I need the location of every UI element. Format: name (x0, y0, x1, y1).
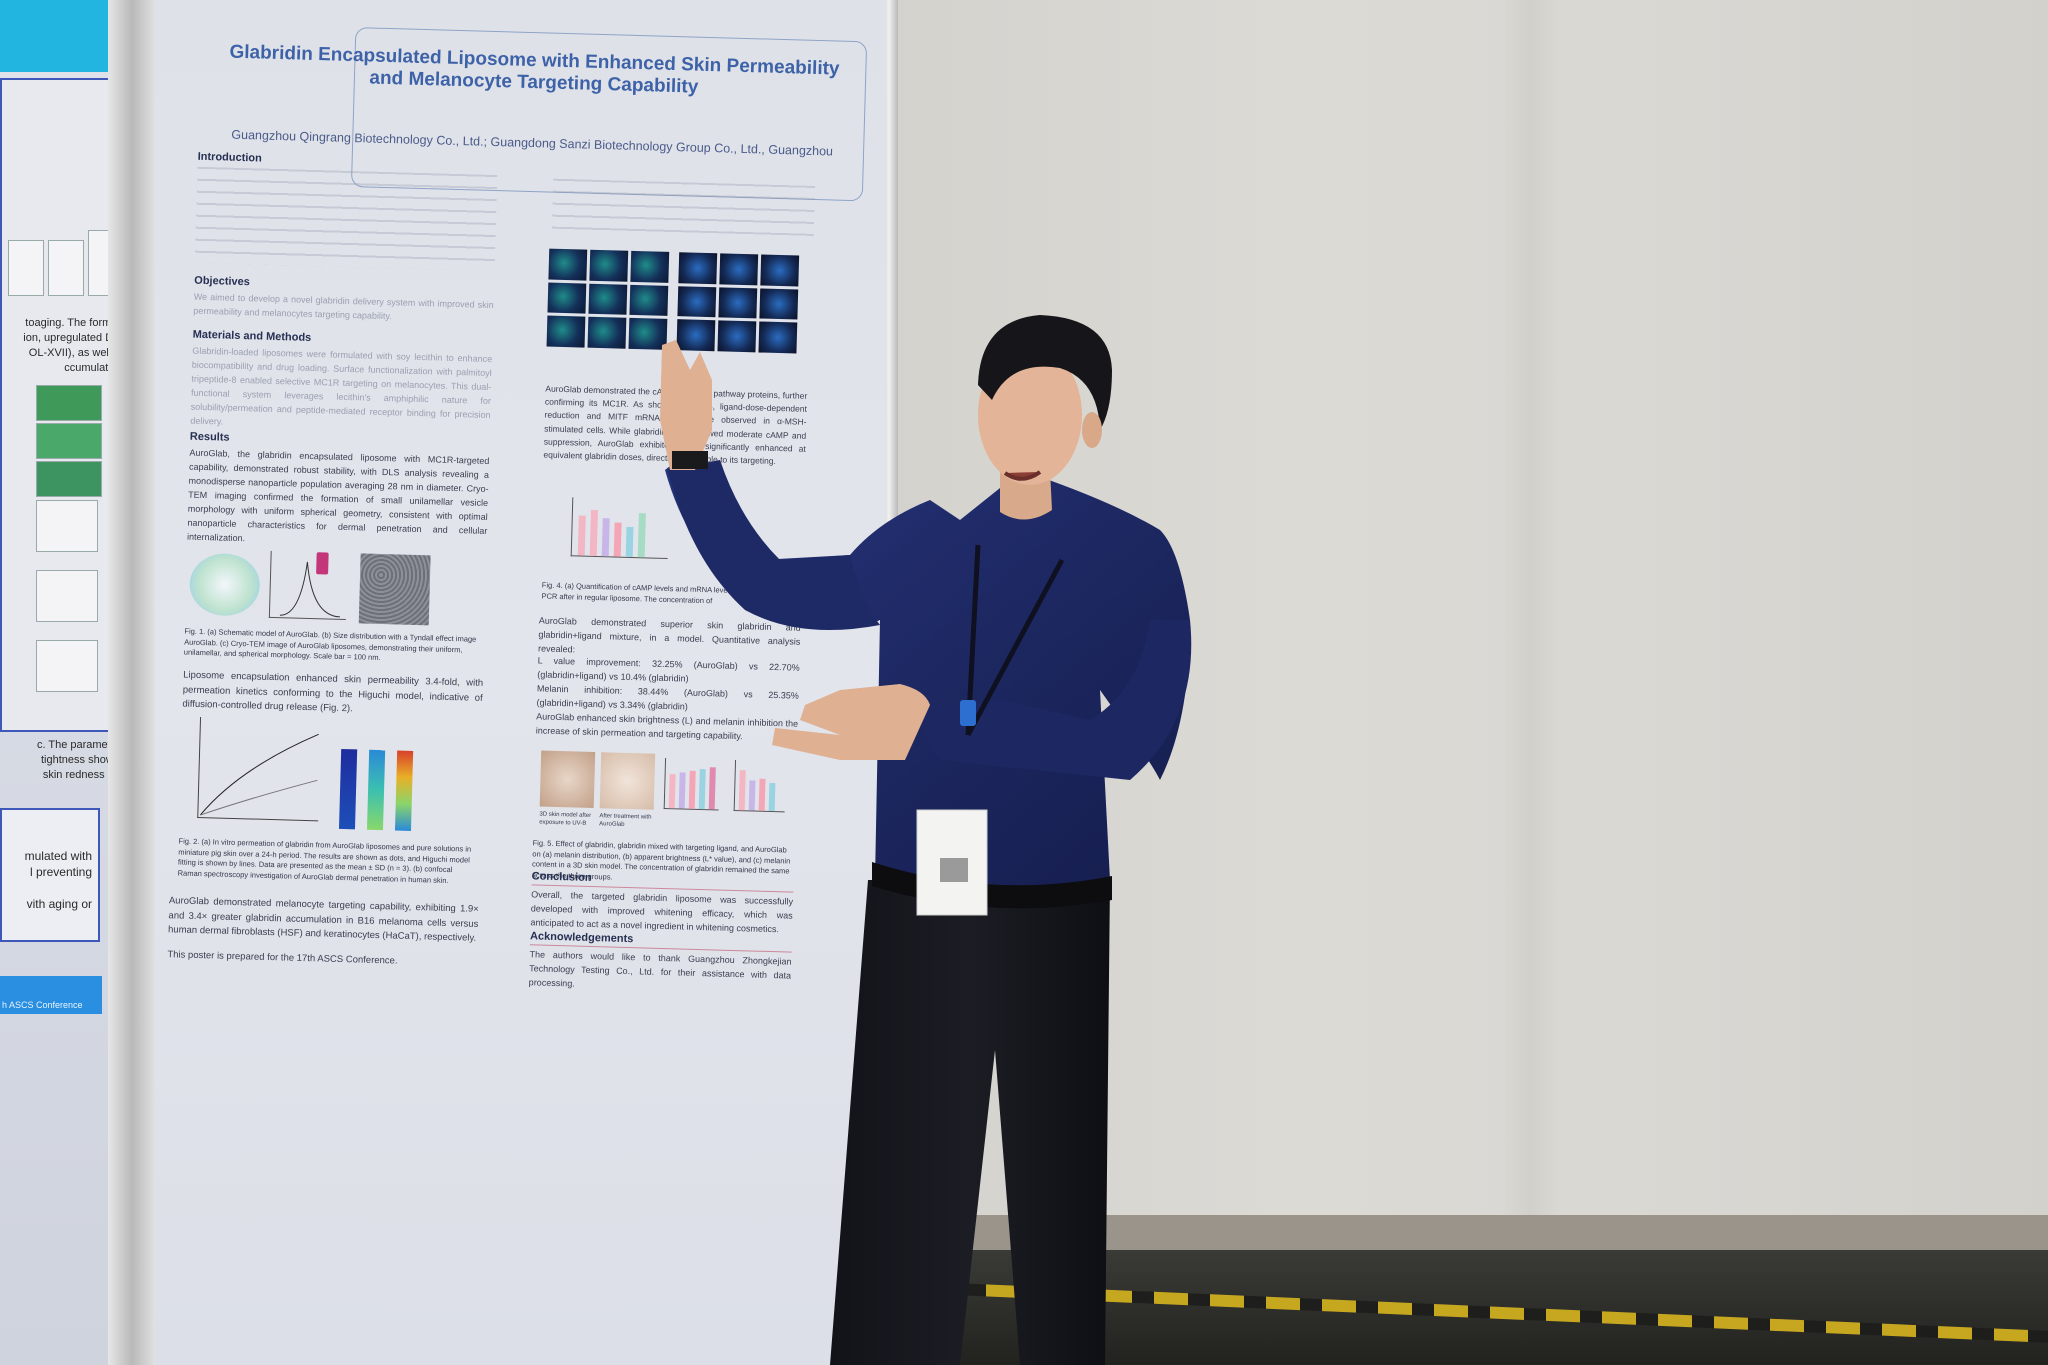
fig5-skin-label-2: After treatment with AuroGlab (599, 813, 652, 829)
background-wall (880, 0, 2048, 1250)
acknowledgements-text: The authors would like to thank Guangzho… (528, 949, 792, 989)
right-intro-text (551, 178, 816, 236)
fig4-bar-chart (570, 497, 670, 559)
fig1-size-distribution-chart (268, 550, 348, 621)
fig3-fluorescence-grid-b (676, 252, 800, 354)
fig5-skin-label-1: 3D skin model after exposure to UV-B (539, 811, 592, 828)
introduction-text (194, 166, 498, 272)
left-heatmap (36, 385, 102, 421)
left-poster-box: mulated with l preventing vith aging or (0, 808, 100, 942)
fig2-caption: Fig. 2. (a) In vitro permeation of glabr… (177, 836, 472, 885)
left-heatmap (36, 423, 102, 459)
targeting-text: AuroGlab demonstrated melanocyte targeti… (167, 895, 479, 945)
left-poster-footer-text: h ASCS Conference (2, 1000, 83, 1010)
wall-baseboard (880, 1215, 2048, 1255)
fig1-tyndall-vial (316, 552, 329, 575)
results-heading: Results (189, 430, 230, 444)
fig1-cryo-tem-image (358, 553, 431, 626)
research-poster: Glabridin Encapsulated Liposome with Enh… (155, 0, 885, 1365)
fig5-skin-image-uvb (539, 750, 596, 809)
fig1-liposome-diagram (188, 552, 261, 617)
fig3-fluorescence-grid-a (546, 248, 670, 350)
methods-text: Glabridin-loaded liposomes were formulat… (190, 345, 493, 427)
conclusion-heading: Conclusion (531, 870, 592, 884)
results-text: AuroGlab, the glabridin encapsulated lip… (186, 447, 490, 543)
left-mini-chart (36, 570, 98, 622)
fig5b-brightness-chart (663, 758, 721, 811)
objectives-heading: Objectives (194, 274, 251, 289)
permeation-curves (199, 733, 319, 816)
size-distribution-curve (279, 561, 340, 618)
permeability-text: Liposome encapsulation enhanced skin per… (182, 669, 484, 715)
objectives-text: We aimed to develop a novel glabridin de… (193, 291, 494, 322)
conference-note: This poster is prepared for the 17th ASC… (167, 949, 398, 967)
left-text-block-b: c. The parameters tightness showed skin … (36, 739, 126, 781)
left-mini-chart (48, 240, 84, 296)
left-mini-chart (8, 240, 44, 296)
left-heatmap (36, 461, 102, 497)
introduction-heading: Introduction (197, 150, 262, 165)
left-mini-chart (36, 640, 98, 692)
left-mini-chart (36, 500, 98, 552)
fig5-skin-image-treated (599, 752, 656, 810)
fig5c-melanin-chart (733, 759, 787, 813)
fig2-raman-bars (338, 748, 425, 831)
fig2-permeation-chart (197, 717, 322, 822)
research-poster-content: Glabridin Encapsulated Liposome with Enh… (155, 0, 885, 1365)
poster-stand-pole (108, 0, 156, 1365)
left-poster-footer (0, 976, 102, 1014)
fig1-caption: Fig. 1. (a) Schematic model of AuroGlab.… (183, 626, 477, 663)
enhanced-result: AuroGlab enhanced skin brightness (L) an… (535, 711, 799, 742)
left-text-block-a: toaging. The formula ion, upregulated DE… (23, 317, 126, 374)
left-text-block-c: mulated with l preventing vith aging or (24, 849, 92, 912)
right-cAMP-text: AuroGlab demonstrated the cAMP signaling… (543, 383, 808, 466)
acknowledgements-heading: Acknowledgements (529, 930, 634, 946)
methods-heading: Materials and Methods (192, 328, 312, 344)
conclusion-text: Overall, the targeted glabridin liposome… (530, 889, 794, 935)
fig4-caption: Fig. 4. (a) Quantification of cAMP level… (541, 580, 802, 605)
wall-stain (1500, 0, 1560, 1230)
